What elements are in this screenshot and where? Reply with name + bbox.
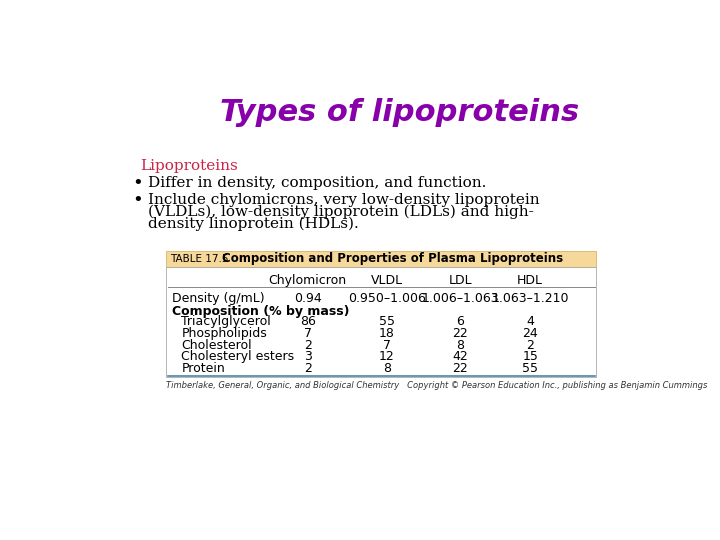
Text: Lipoproteins: Lipoproteins	[140, 159, 238, 173]
Text: Composition (% by mass): Composition (% by mass)	[172, 305, 350, 318]
Text: 18: 18	[379, 327, 395, 340]
Text: density linoprotein (HDLs).: density linoprotein (HDLs).	[148, 217, 359, 231]
Text: 8: 8	[383, 362, 391, 375]
Text: Triacylglycerol: Triacylglycerol	[181, 315, 271, 328]
Text: 7: 7	[383, 339, 391, 352]
Text: 3: 3	[304, 350, 312, 363]
Text: 42: 42	[453, 350, 468, 363]
Text: 55: 55	[522, 362, 539, 375]
Text: HDL: HDL	[517, 274, 543, 287]
Text: Composition and Properties of Plasma Lipoproteins: Composition and Properties of Plasma Lip…	[222, 252, 563, 265]
Text: 4: 4	[526, 315, 534, 328]
Text: Include chylomicrons, very low-density lipoprotein: Include chylomicrons, very low-density l…	[148, 193, 540, 206]
FancyBboxPatch shape	[166, 251, 596, 267]
Text: Cholesterol: Cholesterol	[181, 339, 252, 352]
Text: 86: 86	[300, 315, 315, 328]
Text: Density (g/mL): Density (g/mL)	[172, 292, 265, 306]
Text: 22: 22	[453, 327, 468, 340]
Text: Chylomicron: Chylomicron	[269, 274, 347, 287]
Text: Differ in density, composition, and function.: Differ in density, composition, and func…	[148, 177, 487, 191]
Text: 7: 7	[304, 327, 312, 340]
Text: 24: 24	[522, 327, 538, 340]
Text: 1.006–1.063: 1.006–1.063	[422, 292, 499, 306]
Text: 55: 55	[379, 315, 395, 328]
Text: 12: 12	[379, 350, 395, 363]
Text: 2: 2	[304, 362, 312, 375]
Text: Timberlake, General, Organic, and Biological Chemistry   Copyright © Pearson Edu: Timberlake, General, Organic, and Biolog…	[166, 381, 707, 390]
Text: 8: 8	[456, 339, 464, 352]
Text: 0.94: 0.94	[294, 292, 322, 306]
Text: 1.063–1.210: 1.063–1.210	[492, 292, 569, 306]
Text: 6: 6	[456, 315, 464, 328]
Text: 22: 22	[453, 362, 468, 375]
Text: LDL: LDL	[449, 274, 472, 287]
Text: (VLDLs), low-density lipoprotein (LDLs) and high-: (VLDLs), low-density lipoprotein (LDLs) …	[148, 205, 534, 219]
Text: Cholesteryl esters: Cholesteryl esters	[181, 350, 294, 363]
Text: 0.950–1.006: 0.950–1.006	[348, 292, 426, 306]
Text: Phospholipids: Phospholipids	[181, 327, 267, 340]
Text: 15: 15	[522, 350, 538, 363]
Text: •: •	[132, 191, 143, 208]
Text: •: •	[132, 174, 143, 192]
Text: VLDL: VLDL	[371, 274, 403, 287]
Text: Protein: Protein	[181, 362, 225, 375]
Text: Types of lipoproteins: Types of lipoproteins	[220, 98, 580, 127]
Text: TABLE 17.5: TABLE 17.5	[170, 254, 228, 264]
Text: 2: 2	[304, 339, 312, 352]
Text: 2: 2	[526, 339, 534, 352]
